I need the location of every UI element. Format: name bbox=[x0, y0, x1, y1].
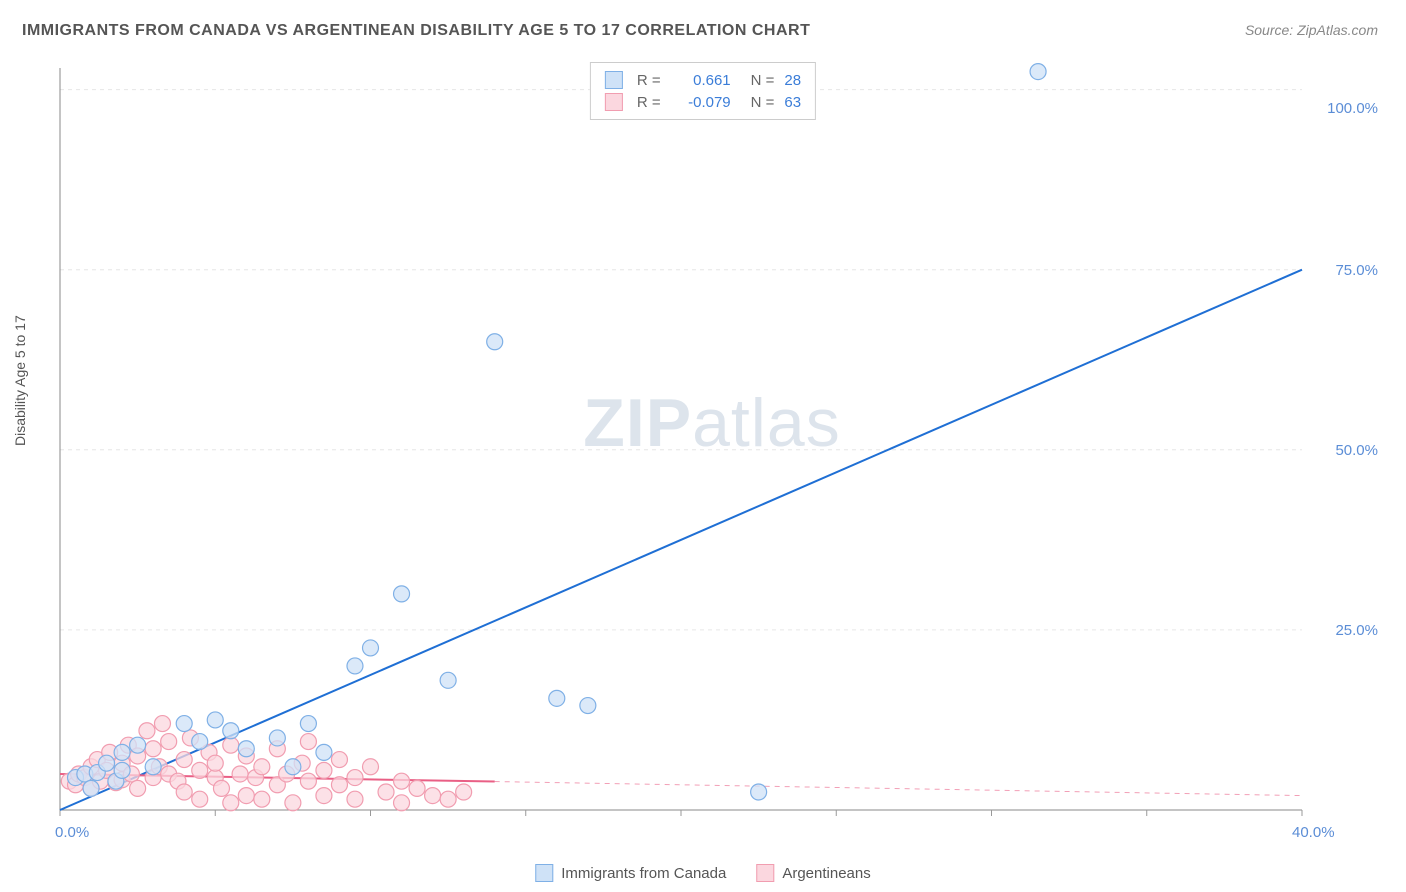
legend-item-canada: Immigrants from Canada bbox=[535, 864, 726, 882]
swatch-argentinean bbox=[605, 93, 623, 111]
legend-item-argentinean: Argentineans bbox=[756, 864, 870, 882]
swatch-canada bbox=[605, 71, 623, 89]
x-tick-label-min: 0.0% bbox=[55, 824, 89, 841]
y-tick-label: 25.0% bbox=[1335, 622, 1378, 639]
r-value-canada: 0.661 bbox=[671, 72, 731, 89]
x-tick-label-max: 40.0% bbox=[1292, 824, 1335, 841]
y-tick-label: 100.0% bbox=[1327, 100, 1378, 117]
r-label: R = bbox=[637, 72, 661, 89]
n-label: N = bbox=[751, 94, 775, 111]
swatch-argentinean-bottom bbox=[756, 864, 774, 882]
legend-label-argentinean: Argentineans bbox=[782, 865, 870, 882]
n-value-canada: 28 bbox=[784, 72, 801, 89]
y-axis-label: Disability Age 5 to 17 bbox=[12, 315, 28, 446]
legend-label-canada: Immigrants from Canada bbox=[561, 865, 726, 882]
series-legend: Immigrants from Canada Argentineans bbox=[535, 864, 870, 882]
chart-title: IMMIGRANTS FROM CANADA VS ARGENTINEAN DI… bbox=[22, 22, 810, 40]
legend-row-canada: R = 0.661 N = 28 bbox=[605, 69, 801, 91]
r-label: R = bbox=[637, 94, 661, 111]
swatch-canada-bottom bbox=[535, 864, 553, 882]
n-label: N = bbox=[751, 72, 775, 89]
n-value-argentinean: 63 bbox=[784, 94, 801, 111]
y-tick-label: 75.0% bbox=[1335, 262, 1378, 279]
y-tick-label: 50.0% bbox=[1335, 442, 1378, 459]
correlation-legend: R = 0.661 N = 28 R = -0.079 N = 63 bbox=[590, 62, 816, 120]
chart-container: IMMIGRANTS FROM CANADA VS ARGENTINEAN DI… bbox=[0, 0, 1406, 892]
chart-area: ZIPatlas bbox=[52, 60, 1372, 850]
source-attribution: Source: ZipAtlas.com bbox=[1245, 22, 1378, 38]
legend-row-argentinean: R = -0.079 N = 63 bbox=[605, 91, 801, 113]
r-value-argentinean: -0.079 bbox=[671, 94, 731, 111]
scatter-plot bbox=[52, 60, 1372, 850]
